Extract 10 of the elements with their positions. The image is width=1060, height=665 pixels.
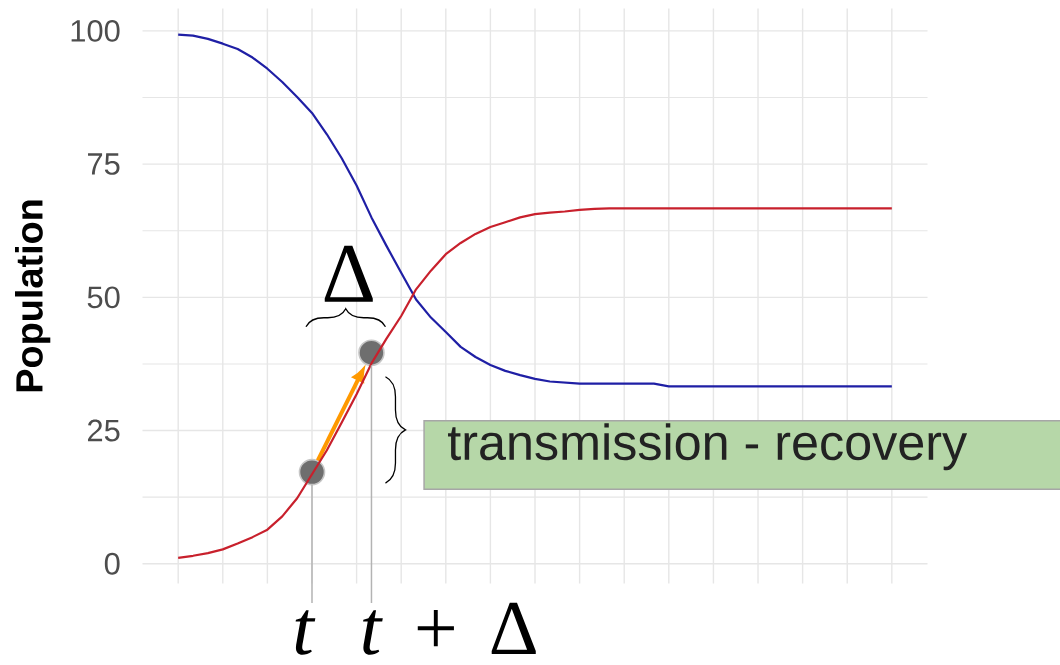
y-tick-label: 75 bbox=[88, 153, 120, 175]
y-tick-label: 100 bbox=[71, 19, 120, 42]
y-tick-label: 50 bbox=[87, 286, 120, 309]
annotation: Δ bbox=[324, 245, 373, 302]
text: t bbox=[295, 610, 316, 655]
y-tick-label: 0 bbox=[104, 552, 120, 575]
text: t + Δ bbox=[363, 602, 536, 655]
annotation: transmission - recovery bbox=[448, 423, 968, 471]
y-axis-title: Population bbox=[15, 200, 51, 392]
y-tick-label: 25 bbox=[87, 419, 120, 442]
